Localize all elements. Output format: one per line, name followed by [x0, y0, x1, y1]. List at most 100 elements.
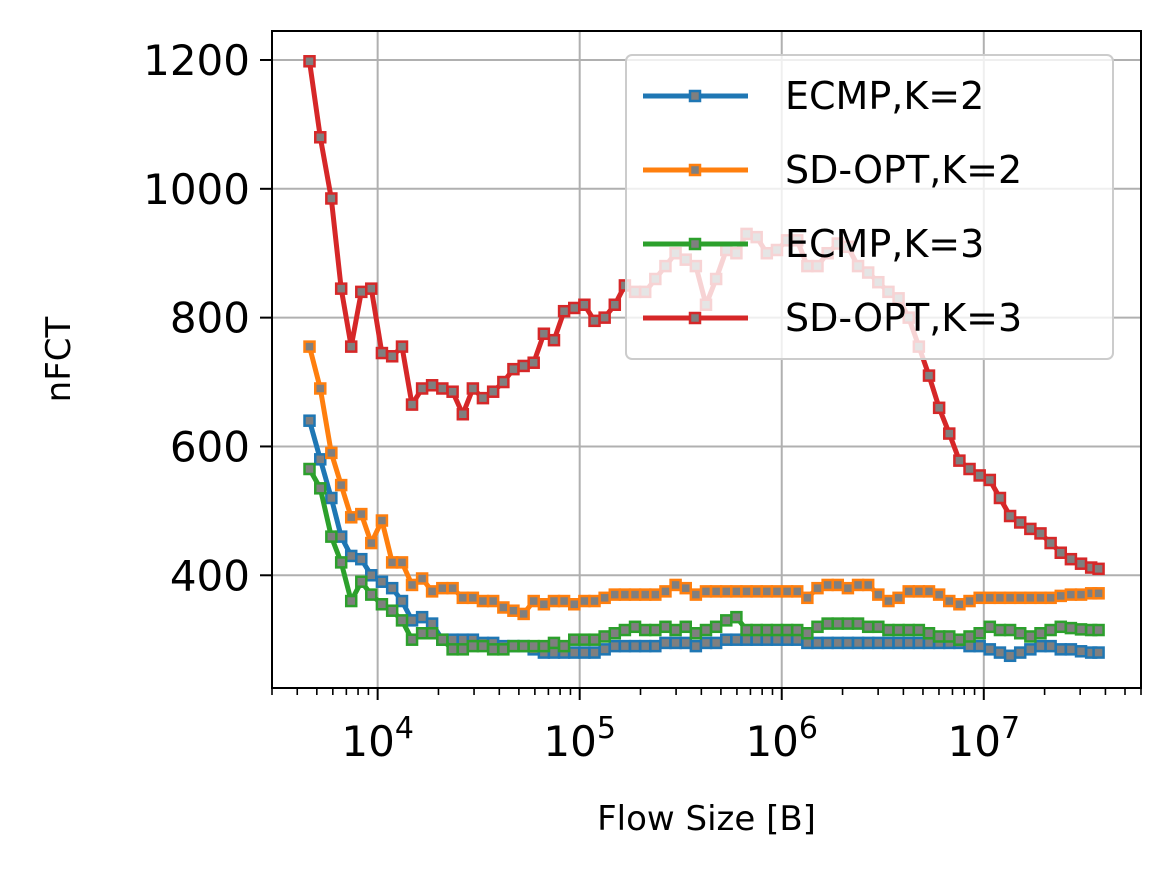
series-1-point-5: [355, 507, 368, 521]
series-3-point-70: [1013, 516, 1027, 529]
series-2-point-2: [325, 530, 338, 543]
y-axis-label: nFCT: [39, 316, 79, 402]
series-2-point-73: [1044, 623, 1057, 637]
series-2-point-42: [730, 610, 743, 624]
series-2-point-41: [720, 614, 733, 627]
series-2-point-0: [303, 462, 316, 476]
series-3-point-76: [1074, 557, 1088, 570]
series-0-point-3: [334, 530, 348, 543]
series-2-point-33: [638, 623, 652, 637]
series-1-point-36: [669, 578, 682, 592]
series-1-point-58: [892, 591, 905, 605]
series-1-point-60: [912, 585, 926, 598]
series-1-point-54: [851, 578, 865, 592]
series-0-point-7: [375, 575, 389, 588]
series-2-point-8: [385, 604, 399, 617]
series-3-point-78: [1092, 562, 1105, 576]
series-2-point-52: [831, 617, 845, 630]
series-2-point-40: [709, 620, 723, 634]
series-3-point-66: [973, 469, 986, 482]
legend-item-0: ECMP,K=2: [643, 74, 984, 118]
series-2-point-56: [872, 620, 885, 634]
series-0-point-68: [993, 646, 1007, 659]
legend-box: [625, 54, 1114, 360]
series-3-point-15: [456, 408, 470, 421]
axis-tick-labels: 400 600 800 1000 1200 104 105 106 107: [143, 36, 1020, 766]
series-2-point-68: [993, 623, 1007, 637]
series-0-point-55: [861, 636, 875, 650]
series-2-point-63: [943, 630, 956, 643]
series-1: [303, 340, 1105, 621]
series-3-point-73: [1044, 536, 1057, 550]
series-2-point-37: [679, 620, 692, 634]
series-2-point-15: [456, 643, 470, 656]
series-1-point-39: [699, 585, 713, 598]
series-0-point-70: [1013, 646, 1027, 659]
series-1-point-26: [568, 598, 581, 611]
series-0-point-10: [405, 614, 419, 627]
axis-ticks: [260, 58, 1142, 700]
series-3-point-69: [1003, 509, 1017, 523]
series-1-point-41: [720, 585, 733, 598]
series-2-point-23: [537, 639, 551, 653]
series-0-point-27: [578, 646, 591, 659]
series-1-point-68: [993, 591, 1007, 605]
series-3-point-18: [486, 385, 500, 398]
series-2-point-11: [415, 627, 429, 640]
series-3-point-10: [405, 398, 419, 411]
series-1-point-4: [344, 511, 358, 524]
series-2-point-1: [314, 482, 327, 495]
series-0-point-69: [1003, 649, 1017, 663]
series-0-point-0: [303, 414, 316, 427]
series-3-point-67: [983, 473, 997, 487]
series-3-point-16: [466, 382, 480, 395]
series-2-point-26: [568, 633, 581, 646]
series-3-point-6: [365, 282, 378, 295]
series-3-point-17: [476, 391, 490, 405]
series-3-point-64: [953, 454, 966, 467]
series-2: [303, 462, 1105, 656]
series-2-point-24: [547, 636, 561, 650]
series-3-point-61: [922, 369, 936, 382]
series-1-point-51: [821, 578, 834, 592]
series-1-point-52: [831, 578, 845, 592]
series-2-point-57: [882, 623, 895, 637]
series-3-point-1: [314, 131, 327, 144]
series-1-point-61: [922, 585, 936, 598]
series-2-point-46: [770, 623, 784, 637]
series-2-point-9: [395, 614, 409, 627]
series-3-point-20: [507, 362, 520, 376]
series-3-point-2: [325, 192, 338, 205]
series-0-point-52: [831, 636, 845, 650]
series-1-point-70: [1013, 591, 1027, 605]
series-1-point-2: [325, 446, 338, 460]
series-1-point-42: [730, 585, 743, 598]
series-0-point-36: [669, 636, 682, 650]
series-0-point-60: [912, 636, 926, 650]
series-0-point-28: [588, 646, 601, 659]
series-1-point-57: [882, 594, 895, 608]
series-2-point-38: [689, 627, 703, 640]
series-0-point-51: [821, 636, 834, 650]
series-1-point-14: [446, 581, 459, 595]
series-1-point-46: [770, 585, 784, 598]
series-2-point-71: [1024, 630, 1037, 643]
series-1-point-50: [811, 581, 824, 595]
series-3-point-72: [1034, 527, 1047, 540]
legend-item-1: SD-OPT,K=2: [643, 148, 1022, 192]
series-3-point-19: [497, 375, 510, 389]
series-1-point-18: [486, 594, 500, 608]
series-0-point-72: [1034, 639, 1047, 653]
series-0-point-76: [1074, 645, 1088, 658]
series-1-point-7: [375, 514, 389, 527]
series-1-point-78: [1092, 587, 1105, 600]
series-2-point-31: [618, 623, 632, 637]
series-3-point-29: [598, 311, 611, 324]
series-1-point-20: [507, 604, 520, 617]
series-1-point-49: [801, 591, 814, 605]
series-1-point-62: [932, 588, 946, 601]
series-0-point-11: [415, 610, 429, 624]
series-2-point-59: [902, 623, 915, 637]
legend-label-1: SD-OPT,K=2: [785, 148, 1022, 192]
series-0-point-59: [902, 636, 915, 650]
